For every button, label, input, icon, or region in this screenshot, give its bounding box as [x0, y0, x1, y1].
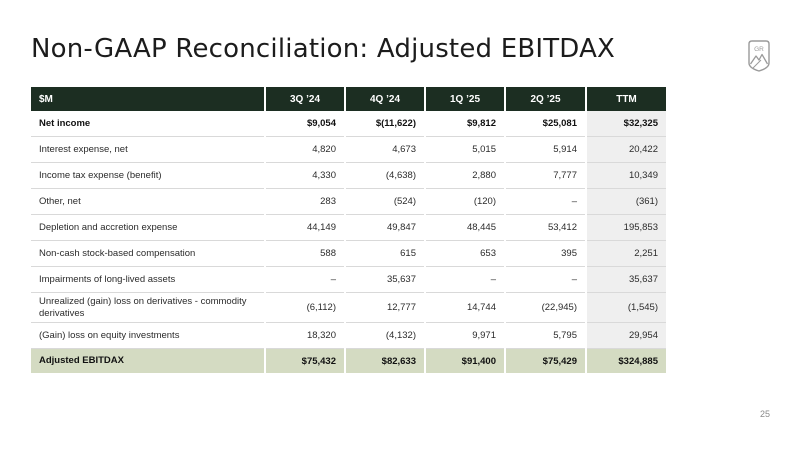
table-cell: 29,954	[586, 322, 666, 349]
table-cell: 44,149	[265, 214, 346, 241]
table-row: Net income $9,054 $(11,622) $9,812 $25,0…	[31, 111, 666, 137]
table-cell: (4,132)	[345, 322, 426, 349]
table-cell: $32,325	[586, 111, 666, 137]
svg-text:GR: GR	[754, 46, 764, 53]
table-cell: 5,914	[505, 136, 587, 163]
row-label: Depletion and accretion expense	[31, 214, 266, 241]
row-label: Interest expense, net	[31, 136, 266, 163]
row-label: Unrealized (gain) loss on derivatives - …	[31, 292, 266, 323]
table-cell: 4,330	[265, 162, 346, 189]
table-row: Interest expense, net 4,820 4,673 5,015 …	[31, 136, 666, 163]
column-header: 3Q ’24	[265, 87, 346, 111]
table-cell: (6,112)	[265, 292, 346, 323]
table-cell: $25,081	[505, 111, 587, 137]
table-row: Income tax expense (benefit) 4,330 (4,63…	[31, 162, 666, 189]
table-cell: 283	[265, 188, 346, 215]
table-cell: 48,445	[425, 214, 506, 241]
table-cell: 14,744	[425, 292, 506, 323]
row-label: Non-cash stock-based compensation	[31, 240, 266, 267]
table-cell: 653	[425, 240, 506, 267]
table-total-row: Adjusted EBITDAX $75,432 $82,633 $91,400…	[31, 348, 666, 373]
table-cell: (120)	[425, 188, 506, 215]
row-label: Income tax expense (benefit)	[31, 162, 266, 189]
table-header-row: $M 3Q ’24 4Q ’24 1Q ’25 2Q ’25 TTM	[31, 87, 666, 111]
table-cell: $82,633	[345, 348, 426, 373]
table-cell: (4,638)	[345, 162, 426, 189]
table-cell: 4,820	[265, 136, 346, 163]
table-cell: –	[425, 266, 506, 293]
column-header: 2Q ’25	[505, 87, 587, 111]
column-header: 4Q ’24	[345, 87, 426, 111]
table-cell: 35,637	[345, 266, 426, 293]
table-cell: (22,945)	[505, 292, 587, 323]
table-cell: $75,432	[265, 348, 346, 373]
table-cell: 2,251	[586, 240, 666, 267]
table-cell: 195,853	[586, 214, 666, 241]
table-row: Non-cash stock-based compensation 588 61…	[31, 240, 666, 267]
table-cell: 35,637	[586, 266, 666, 293]
table-cell: –	[505, 188, 587, 215]
table-cell: 4,673	[345, 136, 426, 163]
row-label: Other, net	[31, 188, 266, 215]
slide-title: Non-GAAP Reconciliation: Adjusted EBITDA…	[31, 34, 616, 64]
table-cell: 49,847	[345, 214, 426, 241]
table-cell: 53,412	[505, 214, 587, 241]
column-header: TTM	[586, 87, 666, 111]
page-number: 25	[760, 409, 771, 419]
table-row: Impairments of long-lived assets – 35,63…	[31, 266, 666, 293]
table-cell: 20,422	[586, 136, 666, 163]
table-cell: (361)	[586, 188, 666, 215]
table-cell: –	[265, 266, 346, 293]
column-header: 1Q ’25	[425, 87, 506, 111]
table-cell: 7,777	[505, 162, 587, 189]
table-cell: 615	[345, 240, 426, 267]
table-cell: $9,812	[425, 111, 506, 137]
row-label: Adjusted EBITDAX	[31, 348, 266, 373]
table-cell: $(11,622)	[345, 111, 426, 137]
table-cell: 395	[505, 240, 587, 267]
table-cell: $9,054	[265, 111, 346, 137]
table-cell: (524)	[345, 188, 426, 215]
table-cell: $91,400	[425, 348, 506, 373]
company-logo: GR	[745, 39, 773, 73]
row-label: Net income	[31, 111, 266, 137]
table-row: Other, net 283 (524) (120) – (361)	[31, 188, 666, 215]
row-label: (Gain) loss on equity investments	[31, 322, 266, 349]
table-cell: 10,349	[586, 162, 666, 189]
table-cell: $324,885	[586, 348, 666, 373]
table-cell: (1,545)	[586, 292, 666, 323]
table-row: (Gain) loss on equity investments 18,320…	[31, 322, 666, 349]
ebitdax-reconciliation-table: $M 3Q ’24 4Q ’24 1Q ’25 2Q ’25 TTM Net i…	[31, 87, 666, 373]
table-cell: 12,777	[345, 292, 426, 323]
table-cell: 9,971	[425, 322, 506, 349]
table-row: Depletion and accretion expense 44,149 4…	[31, 214, 666, 241]
table-cell: $75,429	[505, 348, 587, 373]
table-cell: 5,015	[425, 136, 506, 163]
column-header: $M	[31, 87, 266, 111]
table-cell: 588	[265, 240, 346, 267]
mountain-logo-icon: GR	[748, 40, 770, 72]
table-cell: 2,880	[425, 162, 506, 189]
table-cell: –	[505, 266, 587, 293]
table-row: Unrealized (gain) loss on derivatives - …	[31, 292, 666, 323]
table-cell: 18,320	[265, 322, 346, 349]
row-label: Impairments of long-lived assets	[31, 266, 266, 293]
table-cell: 5,795	[505, 322, 587, 349]
